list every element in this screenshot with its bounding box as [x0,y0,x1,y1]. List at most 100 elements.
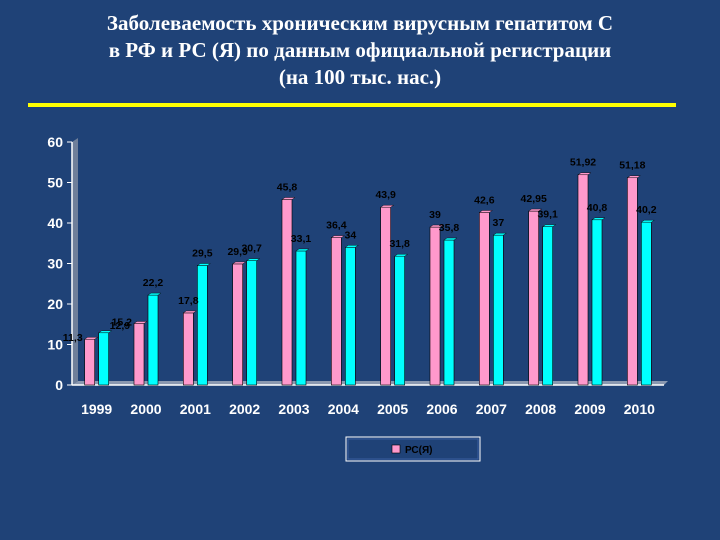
bar-rs [641,221,652,386]
y-tick-label: 10 [47,337,63,353]
bar-rs-top [147,292,162,296]
value-label-rf: 39 [429,209,441,221]
plot-area [72,142,664,385]
bar-rf [133,323,145,386]
bar-rf-top [133,321,148,324]
bar-rf-top [281,197,296,200]
bar-rs [98,332,109,386]
value-label-rs: 40,8 [587,202,608,214]
bar-rf [479,212,490,386]
legend-inner-frame [347,438,479,460]
x-tick-label: 2001 [180,401,211,417]
legend-box [345,436,481,462]
bar-rf-top [626,175,641,178]
value-label-rs: 39,1 [537,209,558,221]
bar-rs-top [542,224,557,227]
y-tick-label: 40 [47,215,63,231]
value-label-rf: 43,9 [375,189,396,201]
bar-rs-top [443,237,458,241]
slide-title: Заболеваемость хроническим вирусным гепа… [40,10,680,91]
value-label-rs: 33,1 [291,233,312,245]
legend-swatch-rs [391,444,401,454]
title-line-1: Заболеваемость хроническим вирусным гепа… [106,11,614,35]
bar-rf-top [577,172,592,175]
title-line-3: (на 100 тыс. нас.) [278,65,442,89]
bar-rs [197,265,208,386]
bar-rs [246,260,257,386]
value-label-rf: 42,6 [474,194,495,206]
chart-axes [71,138,668,386]
bar-rs-top [98,330,113,333]
value-label-rf: 36,4 [326,220,347,232]
x-tick-label: 2003 [278,401,309,417]
bar-rs [493,234,504,386]
value-label-rs: 34 [344,229,356,241]
chart-value-labels: 11,3 12,915,2 22,2 17,8 29,5 29,930,7 45,8 33,1… [63,157,657,345]
x-tick-label: 1999 [81,401,112,417]
bar-rs [542,226,553,386]
x-tick-label: 2010 [624,401,655,417]
bar-rf [528,210,539,386]
y-tick-label: 30 [47,256,63,272]
bar-rf-top [429,224,444,228]
title-line-2: в РФ и РС (Я) по данным официальной реги… [108,38,612,62]
bar-rf-top [478,210,493,213]
legend-label-rs: РС(Я) [405,445,433,456]
bar-rs [345,247,356,386]
value-label-rs: 30,7 [241,243,262,255]
bar-rs [295,250,307,386]
chart-bars [84,172,655,386]
value-label-rf: 11,3 [63,332,83,344]
value-label-rf: 29,9 [227,246,248,258]
y-tick-label: 60 [47,134,63,150]
bar-rf-top [232,261,247,265]
value-label-rf: 17,8 [178,295,199,307]
value-label-rs: 37 [492,217,504,229]
value-label-rs: 29,5 [192,248,213,260]
bar-rf-top [330,235,345,238]
value-label-rf: 15,2 [112,316,133,328]
bar-rf [429,226,441,386]
bar-rf [281,199,293,386]
bar-rs-top [196,263,211,266]
bar-rf-top [380,205,395,208]
plot-side-wall [72,138,78,385]
bar-rf [183,312,194,386]
bar-rf-top [528,208,543,212]
value-label-rf: 51,92 [570,157,596,169]
bar-rs [443,239,455,386]
value-label-rs: 40,2 [636,204,657,216]
x-tick-label: 2000 [130,401,161,417]
bar-rs-top [295,248,310,252]
title-divider [28,103,676,107]
y-tick-label: 0 [55,377,63,393]
x-tick-label: 2006 [426,401,457,417]
value-label-rs: 12,9 [110,320,131,332]
bar-rs-top [394,254,409,257]
value-label-rf: 42,95 [521,193,547,205]
bar-rs-top [492,232,507,236]
x-tick-label: 2009 [574,401,605,417]
bar-rf [380,206,391,386]
bar-rs-top [591,217,606,220]
bar-rs-top [640,219,655,223]
y-tick-label: 50 [47,175,63,191]
bar-rs [394,255,405,386]
bar-rf-top [84,337,99,340]
value-label-rs: 22,2 [143,277,164,289]
x-tick-label: 2005 [377,401,408,417]
value-label-rf: 45,8 [277,182,298,194]
value-label-rs: 35,8 [439,222,460,234]
value-label-rf: 51,18 [619,160,645,172]
bar-rs [591,219,603,386]
value-label-rs: 31,8 [389,238,410,250]
bar-rf [232,263,243,386]
bar-rf [84,338,95,386]
chart-tick-labels: 0 10 20 30 40 50 60 1999 2000 2001 2002 2003 2004 200… [47,134,655,417]
bar-rs [147,294,159,386]
plot-floor [72,381,668,385]
chart-legend: РС(Я) [345,436,481,462]
bar-rs-top [246,258,261,261]
x-tick-label: 2008 [525,401,556,417]
